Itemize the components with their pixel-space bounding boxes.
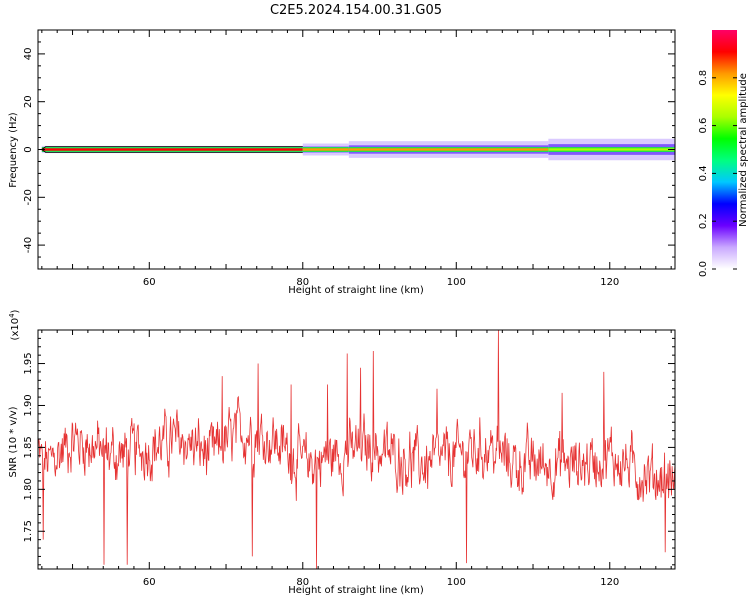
spec-xtick-label-3: 120 <box>600 277 619 288</box>
snr-ytick-label-3: 1.90 <box>23 394 34 416</box>
spec-ytick-label-1: -20 <box>23 189 34 205</box>
colorbar-ticks: 0.0 0.2 0.4 0.6 0.8 <box>698 70 737 277</box>
band-core-2 <box>348 148 549 151</box>
figure-title: C2E5.2024.154.00.31.G05 <box>270 3 442 18</box>
band-core-0 <box>41 148 303 151</box>
snr-frame <box>37 329 676 570</box>
snr-xtick-label-1: 80 <box>296 577 309 588</box>
band-core-1 <box>302 148 349 151</box>
snr-xtick-label-0: 60 <box>143 577 156 588</box>
snr-series-line <box>38 330 675 569</box>
snr-xtick-label-2: 100 <box>447 577 466 588</box>
colorbar-tick-label-3: 0.6 <box>698 118 709 134</box>
snr-ticks: 60 80 100 120 1.75 1.80 1.85 1.90 1.95 <box>23 330 675 588</box>
snr-xlabel: Height of straight line (km) <box>288 585 424 596</box>
snr-ytick-label-1: 1.80 <box>23 478 34 500</box>
colorbar-tick-label-4: 0.8 <box>698 70 709 86</box>
colorbar-label: Normalized spectral amplitude <box>738 73 749 227</box>
spectrogram-frame <box>37 29 676 270</box>
snr-multiplier: (x104) <box>8 309 21 340</box>
spectrogram-xlabel: Height of straight line (km) <box>288 285 424 296</box>
colorbar-tick-label-0: 0.0 <box>698 261 709 277</box>
band-core-3 <box>548 148 675 151</box>
spec-xtick-label-2: 100 <box>447 277 466 288</box>
snr-panel: 60 80 100 120 1.75 1.80 1.85 1.90 1.95 Height of… <box>8 309 676 596</box>
colorbar-tick-label-2: 0.4 <box>698 165 709 181</box>
snr-ytick-label-0: 1.75 <box>23 520 34 542</box>
spectrogram-panel: 60 80 100 120 -40 -20 0 20 40 Height of straight… <box>8 29 676 296</box>
snr-xtick-label-3: 120 <box>600 577 619 588</box>
spec-xtick-label-1: 80 <box>296 277 309 288</box>
spec-xtick-label-0: 60 <box>143 277 156 288</box>
spec-ytick-label-0: -40 <box>23 237 34 253</box>
colorbar: 0.0 0.2 0.4 0.6 0.8 Normalized spectral ampl… <box>698 30 749 277</box>
snr-ytick-label-2: 1.85 <box>23 436 34 458</box>
spec-ytick-label-4: 40 <box>23 48 34 61</box>
spec-ytick-label-2: 0 <box>23 146 34 152</box>
snr-ytick-label-4: 1.95 <box>23 352 34 374</box>
spec-ytick-label-3: 20 <box>23 95 34 108</box>
spectrogram-ylabel: Frequency (Hz) <box>8 112 19 188</box>
colorbar-tick-label-1: 0.2 <box>698 213 709 229</box>
spectrogram-heatmap <box>41 138 675 161</box>
colorbar-scale <box>712 30 737 269</box>
snr-ylabel: SNR (10 * v/v) <box>8 406 19 477</box>
